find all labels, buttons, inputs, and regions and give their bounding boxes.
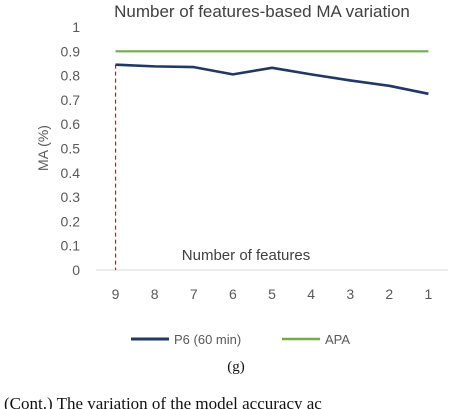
x-tick-label: 1	[425, 286, 433, 302]
y-tick-label: 0	[72, 262, 80, 278]
y-tick-label: 0.2	[61, 213, 81, 229]
x-tick-label: 3	[346, 286, 354, 302]
y-tick-label: 0.1	[61, 238, 81, 254]
chart-title: Number of features-based MA variation	[114, 2, 410, 21]
y-tick-labels: 0 0.1 0.2 0.3 0.4 0.5 0.6 0.7 0.8 0.9 1	[61, 19, 81, 278]
inner-x-label: Number of features	[182, 247, 310, 264]
legend-label: APA	[325, 332, 350, 347]
y-tick-label: 0.4	[61, 165, 81, 181]
legend: P6 (60 min) APA	[131, 332, 350, 347]
y-tick-label: 0.3	[61, 189, 81, 205]
x-tick-labels: 9 8 7 6 5 4 3 2 1	[112, 286, 433, 302]
y-axis-label: MA (%)	[35, 125, 51, 171]
series-line	[115, 63, 429, 96]
y-tick-label: 0.9	[61, 43, 81, 59]
x-tick-label: 2	[385, 286, 393, 302]
x-tick-label: 7	[190, 286, 198, 302]
y-tick-label: 0.7	[61, 92, 81, 108]
y-tick-label: 1	[72, 19, 80, 35]
x-tick-label: 6	[229, 286, 237, 302]
y-tick-label: 0.6	[61, 116, 81, 132]
y-tick-label: 0.8	[61, 68, 81, 84]
x-tick-label: 5	[268, 286, 276, 302]
x-tick-label: 9	[112, 286, 120, 302]
figure-caption: (Cont.) The variation of the model accur…	[4, 394, 322, 409]
legend-label: P6 (60 min)	[174, 332, 241, 347]
x-tick-label: 8	[151, 286, 159, 302]
panel-label: (g)	[227, 359, 245, 375]
series-lines	[115, 50, 429, 96]
x-tick-label: 4	[307, 286, 315, 302]
y-tick-label: 0.5	[61, 141, 81, 157]
